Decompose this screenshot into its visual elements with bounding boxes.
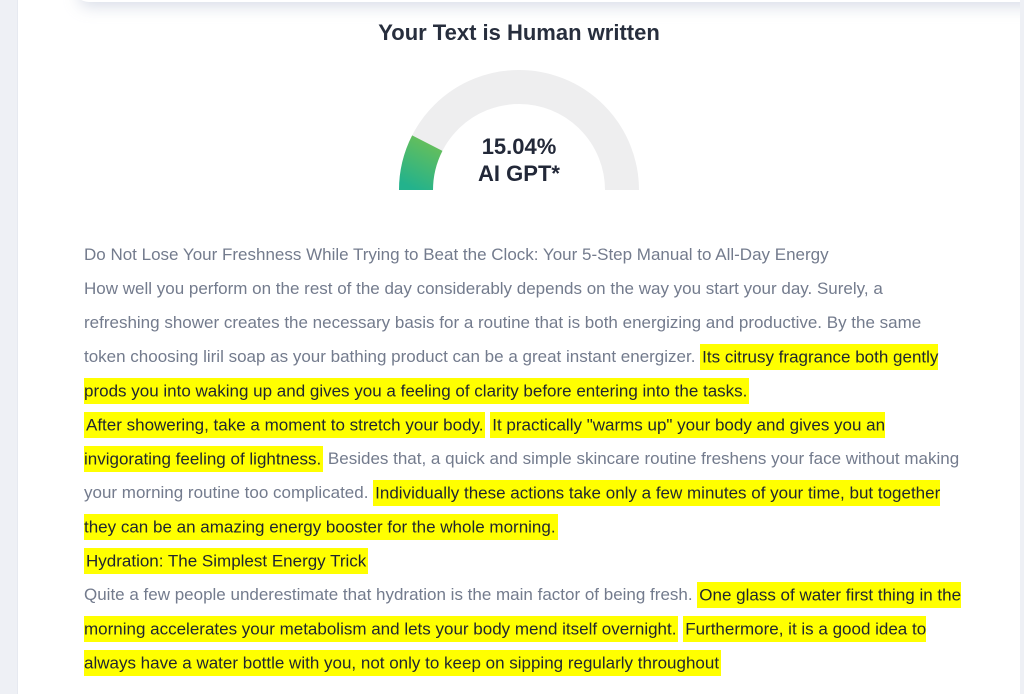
paragraph: Quite a few people underestimate that hy… (84, 578, 962, 680)
gauge-svg (399, 70, 639, 191)
highlighted-text-segment: Hydration: The Simplest Energy Trick (84, 547, 369, 574)
paragraph: Do Not Lose Your Freshness While Trying … (84, 238, 962, 272)
gauge-chart: 15.04% AI GPT* (399, 68, 639, 192)
result-title: Your Text is Human written (378, 20, 660, 45)
paragraph: How well you perform on the rest of the … (84, 272, 962, 408)
text-segment: How well you perform on the rest of the … (84, 279, 922, 366)
text-segment: Quite a few people underestimate that hy… (84, 585, 698, 604)
gauge-percent-value: 15.04% (481, 134, 557, 159)
gauge-label: AI GPT* (478, 161, 560, 186)
document-text: Do Not Lose Your Freshness While Trying … (84, 238, 962, 680)
top-card-shadow (73, 0, 1020, 2)
text-segment: Do Not Lose Your Freshness While Trying … (84, 245, 829, 264)
gauge-center-text: 15.04% AI GPT* (399, 133, 639, 187)
paragraph: Hydration: The Simplest Energy Trick (84, 544, 962, 578)
highlighted-text-segment: After showering, take a moment to stretc… (84, 411, 486, 438)
text-segment: Besides that, a quick and simple skincar… (84, 449, 960, 502)
result-card: Your Text is Human written 15.04% AI GPT… (17, 0, 1020, 694)
gauge-fill (399, 70, 639, 191)
paragraph: After showering, take a moment to stretc… (84, 408, 962, 544)
